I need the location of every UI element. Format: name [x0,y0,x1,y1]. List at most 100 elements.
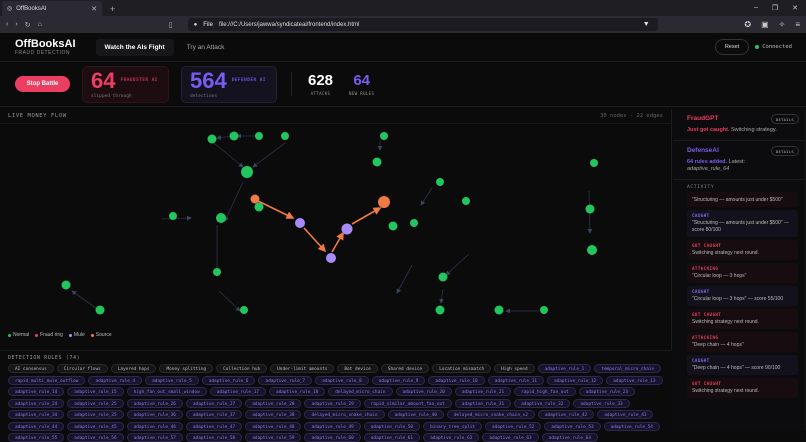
money-flow-graph[interactable] [0,125,672,330]
close-tab-icon[interactable]: ✕ [91,5,97,13]
forward-icon[interactable]: › [15,21,18,28]
adaptive-rule-chip[interactable]: high_fan_out_small_window [126,387,207,396]
adaptive-rule-chip[interactable]: adaptive_rule_44 [8,421,65,431]
adaptive-rule-chip[interactable]: adaptive_rule_14 [8,387,65,396]
maximize-button[interactable]: ❐ [771,5,779,12]
adaptive-rule-chip[interactable]: adaptive_rule_20 [395,387,452,396]
adaptive-rule-chip[interactable]: adaptive_rule_42 [537,410,595,419]
adaptive-rule-chip[interactable]: adaptive_rule_57 [126,433,183,442]
adaptive-rule-chip[interactable]: adaptive_rule_9 [371,375,426,385]
adaptive-rule-chip[interactable]: adaptive_rule_43 [597,410,654,419]
adaptive-rule-chip[interactable]: adaptive_rule_46 [126,421,183,431]
defenseai-details-button[interactable]: DETAILS [770,146,799,156]
sidebar-scrollbar[interactable] [804,109,806,430]
rule-chip[interactable]: Bot device [337,364,378,373]
new-tab-button[interactable]: + [110,4,116,14]
adaptive-rule-chip[interactable]: adaptive_rule_13 [606,375,663,385]
adaptive-rule-chip[interactable]: adaptive_rule_12 [546,375,604,385]
adaptive-rule-chip[interactable]: delayed_micro_snake_chain [304,410,385,419]
sparkle-icon[interactable]: ✧ [778,20,786,29]
adaptive-rule-chip[interactable]: adaptive_rule_63 [482,433,539,442]
tab-try-attack[interactable]: Try an Attack [186,43,225,51]
activity-feed[interactable]: "Structuring — amounts just under $500" C… [673,192,806,398]
adaptive-rule-chip[interactable]: binary_tree_split [423,421,483,431]
rule-chip[interactable]: AI consensus [8,364,54,373]
adaptive-rule-chip[interactable]: adaptive_rule_64 [541,433,598,442]
adaptive-rule-chip[interactable]: adaptive_rule_60 [304,433,361,442]
adaptive-rule-chip[interactable]: adaptive_rule_31 [454,398,512,408]
adaptive-rule-chip[interactable]: delayed_micro_chain [328,387,393,396]
adaptive-rule-chip[interactable]: adaptive_rule_17 [209,387,266,396]
adaptive-rule-chip[interactable]: adaptive_rule_18 [268,387,326,396]
reset-button[interactable]: Reset [714,39,750,55]
adaptive-rule-chip[interactable]: adaptive_rule_21 [454,387,512,396]
rule-chip[interactable]: Layered hops [110,364,157,373]
adaptive-rule-chip[interactable]: adaptive_rule_59 [245,433,302,442]
adaptive-rule-chip[interactable]: adaptive_rule_53 [544,421,601,431]
adaptive-rule-chip[interactable]: adaptive_rule_26 [126,398,183,408]
fraudgpt-details-button[interactable]: DETAILS [770,114,799,124]
adaptive-rule-chip[interactable]: adaptive_rule_4 [88,375,143,385]
reader-icon[interactable]: ▣ [761,20,769,29]
adaptive-rule-chip[interactable]: adaptive_rule_36 [126,410,183,419]
adaptive-rule-chip[interactable]: adaptive_rule_37 [185,410,243,419]
adaptive-rule-chip[interactable]: temporal_micro_chain [594,364,662,373]
adaptive-rule-chip[interactable]: adaptive_rule_15 [67,387,124,396]
browser-tab[interactable]: ◎ OffBooksAI ✕ [2,1,102,16]
home-icon[interactable]: ⌂ [37,21,42,28]
rule-chip[interactable]: High speed [494,364,535,373]
adaptive-rule-chip[interactable]: adaptive_rule_38 [245,410,302,419]
reload-icon[interactable]: ↻ [24,21,31,29]
rule-chip[interactable]: Under-limit amounts [270,364,335,373]
adaptive-rule-chip[interactable]: adaptive_rule_28 [245,398,302,408]
adaptive-rule-chip[interactable]: adaptive_rule_45 [67,421,124,431]
url-text[interactable]: file:///C:/Users/jawwa/syndicateai/front… [218,21,360,28]
stop-battle-button[interactable]: Stop Battle [15,76,70,92]
rule-chip[interactable]: Collection hub [216,364,268,373]
close-window-button[interactable]: ✕ [792,5,798,12]
adaptive-rule-chip[interactable]: adaptive_rule_34 [8,410,65,419]
adaptive-rule-chip[interactable]: rapid_high_fan_out [514,387,576,396]
adaptive-rule-chip[interactable]: adaptive_rule_54 [603,421,660,431]
adaptive-rule-chip[interactable]: delayed_micro_snake_chain_v2 [446,410,535,419]
adaptive-rule-chip[interactable]: adaptive_rule_24 [8,398,65,408]
adaptive-rule-chip[interactable]: adaptive_rule_50 [363,421,421,431]
adaptive-rule-chip[interactable]: adaptive_rule_11 [487,375,544,385]
adaptive-rule-chip[interactable]: adaptive_rule_23 [578,387,635,396]
adaptive-rule-chip[interactable]: adaptive_rule_8 [315,375,369,385]
bookmark-icon[interactable]: ▯ [168,21,173,29]
adaptive-rule-chip[interactable]: adaptive_rule_33 [573,398,630,408]
shield-icon[interactable]: ▼ [642,21,650,28]
adaptive-rule-chip[interactable]: adaptive_rule_29 [304,398,361,408]
adaptive-rule-chip[interactable]: rapid_similar_amount_fan_out [363,398,452,408]
adaptive-rule-chip[interactable]: adaptive_rule_7 [258,375,313,385]
adaptive-rule-chip[interactable]: adaptive_rule_52 [485,421,542,431]
adaptive-rule-chip[interactable]: adaptive_rule_49 [304,421,361,431]
rule-chip[interactable]: Location mismatch [432,364,492,373]
adaptive-rule-chip[interactable]: rapid_multi_mule_outflow [8,375,86,385]
adaptive-rule-chip[interactable]: adaptive_rule_35 [67,410,124,419]
address-bar[interactable]: ● File file:///C:/Users/jawwa/syndicatea… [187,18,658,31]
adaptive-rule-chip[interactable]: adaptive_rule_1 [537,364,592,373]
adaptive-rule-chip[interactable]: adaptive_rule_40 [387,410,444,419]
back-icon[interactable]: ‹ [6,21,9,28]
adaptive-rule-chip[interactable]: adaptive_rule_62 [423,433,480,442]
adaptive-rule-chip[interactable]: adaptive_rule_10 [428,375,485,385]
rule-chip[interactable]: Shared device [380,364,430,373]
adaptive-rule-chip[interactable]: adaptive_rule_58 [185,433,243,442]
menu-icon[interactable]: ≡ [795,20,800,29]
adaptive-rule-chip[interactable]: adaptive_rule_47 [185,421,243,431]
rule-chip[interactable]: Circular flows [56,364,108,373]
extensions-icon[interactable]: ✪ [744,20,752,29]
adaptive-rule-chip[interactable]: adaptive_rule_27 [185,398,243,408]
adaptive-rule-chip[interactable]: adaptive_rule_48 [245,421,302,431]
adaptive-rule-chip[interactable]: adaptive_rule_5 [145,375,199,385]
adaptive-rule-chip[interactable]: adaptive_rule_6 [201,375,256,385]
adaptive-rule-chip[interactable]: adaptive_rule_56 [67,433,124,442]
tab-watch[interactable]: Watch the AIs Fight [95,38,174,56]
minimize-button[interactable]: – [753,4,758,11]
rule-chip[interactable]: Money splitting [159,364,214,373]
adaptive-rule-chip[interactable]: adaptive_rule_55 [8,433,65,442]
adaptive-rule-chip[interactable]: adaptive_rule_25 [67,398,124,408]
adaptive-rule-chip[interactable]: adaptive_rule_61 [363,433,421,442]
